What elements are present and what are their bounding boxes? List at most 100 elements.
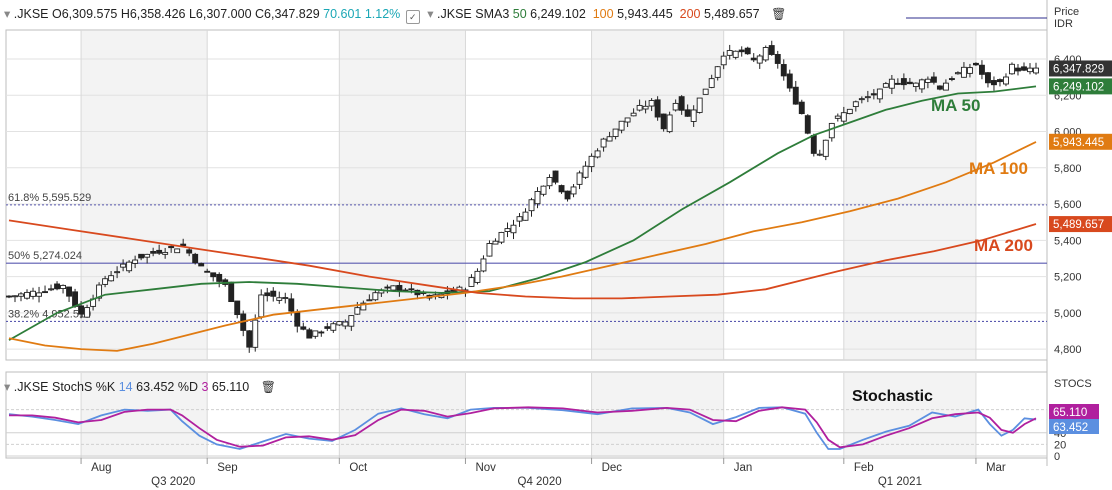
- change-percent: 1.12%: [364, 7, 401, 21]
- candle: [84, 307, 91, 318]
- candle: [492, 240, 499, 245]
- stoch-d-value: 65.110: [211, 380, 250, 394]
- candle: [210, 272, 217, 278]
- candle: [330, 323, 337, 331]
- sma200-period: 200: [679, 7, 701, 21]
- candle: [60, 284, 67, 290]
- stoch-d-period: 3: [201, 380, 209, 394]
- candle: [726, 50, 733, 56]
- candle: [1003, 76, 1009, 85]
- fib-label: 50% 5,274.024: [8, 250, 82, 262]
- candle: [474, 270, 481, 283]
- candle: [120, 263, 127, 268]
- candle: [948, 78, 955, 80]
- candle: [156, 249, 163, 254]
- candle: [918, 79, 925, 90]
- sma50-period: 50: [512, 7, 527, 21]
- candle: [162, 251, 169, 255]
- month-label: Oct: [349, 462, 368, 474]
- candle: [258, 294, 265, 318]
- symbol-label: .JKSE: [13, 7, 49, 21]
- candle: [600, 138, 607, 148]
- candle: [546, 177, 553, 187]
- y-tick-label: 6,400: [1054, 54, 1082, 66]
- month-label: Aug: [91, 462, 111, 474]
- candle: [786, 73, 793, 89]
- candle: [774, 53, 781, 64]
- candle: [336, 321, 343, 326]
- candle: [66, 286, 73, 297]
- candle: [138, 253, 145, 259]
- ma100-annotation: MA 100: [969, 159, 1028, 178]
- candle: [816, 153, 823, 156]
- candle: [186, 249, 193, 254]
- ma200-annotation: MA 200: [974, 236, 1033, 255]
- candle: [558, 185, 565, 193]
- price-tag-label: 6,347.829: [1053, 63, 1104, 75]
- stoch-line-pct-D: [9, 406, 1037, 449]
- sma200-value: 5,489.657: [703, 7, 760, 21]
- price-axis-title: Price: [1054, 6, 1080, 18]
- candle: [834, 115, 841, 119]
- y-tick-label: 5,800: [1054, 163, 1082, 175]
- candle: [708, 78, 715, 88]
- price-tag: [1049, 60, 1112, 77]
- candle: [360, 302, 367, 311]
- stoch-tick-label: 0: [1054, 451, 1060, 463]
- stoch-value-tag: [1049, 404, 1099, 419]
- candles[interactable]: [6, 40, 1039, 353]
- close-value: 6,347.829: [264, 7, 320, 21]
- quarter-label: Q3 2020: [151, 476, 195, 488]
- candle: [468, 277, 475, 287]
- time-axis[interactable]: Aug Sep Oct Nov Dec Jan Feb Mar Q3 2020 Q4 2020 Q1…: [6, 457, 1047, 488]
- candle: [276, 297, 283, 301]
- candle: [828, 122, 835, 139]
- candle: [630, 112, 637, 117]
- candle: [30, 290, 36, 297]
- candle: [840, 112, 847, 122]
- candle: [144, 253, 151, 258]
- candle: [624, 117, 631, 123]
- y-tick-label: 5,400: [1054, 235, 1082, 247]
- candle: [102, 278, 109, 285]
- candle: [228, 281, 235, 303]
- candle: [312, 330, 319, 337]
- candle: [132, 259, 139, 264]
- candle: [372, 292, 379, 301]
- sma-label: .JKSE SMA3: [437, 7, 510, 21]
- caret-down-icon[interactable]: ▾: [427, 7, 434, 21]
- caret-down-icon[interactable]: ▾: [4, 380, 11, 394]
- candle: [690, 109, 697, 122]
- candle: [985, 72, 991, 84]
- candle: [870, 93, 877, 96]
- candle: [684, 109, 691, 117]
- candle: [900, 78, 907, 86]
- candle: [588, 155, 595, 168]
- candle: [660, 113, 667, 130]
- candle: [978, 64, 985, 75]
- candle: [180, 243, 187, 247]
- price-axis[interactable]: 4,8005,0005,2005,4005,6005,8006,0006,200…: [906, 17, 1112, 356]
- candle: [42, 291, 48, 294]
- dropdown-icon[interactable]: ✓: [405, 10, 420, 24]
- candle: [714, 66, 721, 78]
- candle: [306, 329, 313, 339]
- high-label: H: [120, 7, 130, 21]
- y-tick-label: 5,200: [1054, 272, 1082, 284]
- currency-label: IDR: [1054, 18, 1073, 30]
- candle: [324, 326, 331, 329]
- candle: [696, 97, 703, 113]
- candle: [300, 326, 307, 330]
- trash-icon[interactable]: 🗑: [260, 380, 276, 394]
- candle: [792, 86, 799, 105]
- y-tick-label: 5,000: [1054, 308, 1082, 320]
- trash-icon[interactable]: 🗑: [771, 7, 787, 21]
- caret-down-icon[interactable]: ▾: [4, 7, 11, 21]
- open-label: O: [52, 7, 62, 21]
- candle: [288, 298, 295, 312]
- candle: [678, 96, 685, 111]
- price-tag: [1049, 78, 1112, 95]
- stochastic-header: ▾ .JKSE StochS %K 14 63.452 %D 3 65.110 …: [4, 379, 276, 394]
- candle: [966, 67, 973, 74]
